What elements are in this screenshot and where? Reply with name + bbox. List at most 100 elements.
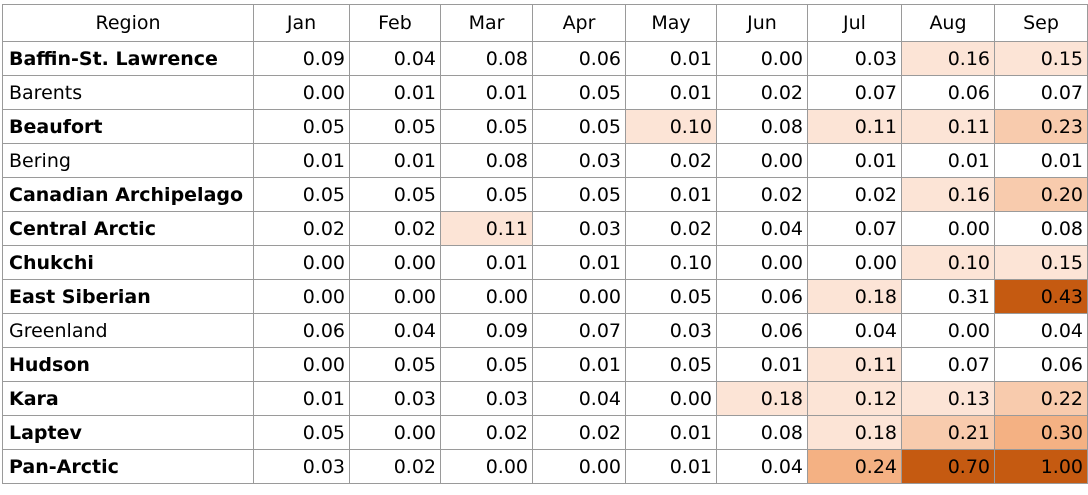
value-cell: 0.01 <box>532 347 626 382</box>
header-cell: Region <box>2 4 254 42</box>
table-row: Pan-Arctic 0.03 0.02 0.00 0.00 0.01 0.04 0.24 0.… <box>2 449 1088 484</box>
value-cell: 0.02 <box>716 75 808 110</box>
table-body: Baffin-St. Lawrence 0.09 0.04 0.08 0.06 0.01 0… <box>2 41 1088 484</box>
value-cell: 0.07 <box>901 347 995 382</box>
value-cell: 0.09 <box>440 313 533 348</box>
value-cell: 0.00 <box>349 279 441 314</box>
value-cell: 0.04 <box>994 313 1088 348</box>
value-cell: 1.00 <box>994 449 1088 484</box>
region-cell: Greenland <box>2 313 254 348</box>
value-cell: 0.01 <box>349 75 441 110</box>
value-cell: 0.04 <box>349 313 441 348</box>
value-cell: 0.00 <box>532 449 626 484</box>
header-cell: Jun <box>716 4 808 42</box>
value-cell: 0.00 <box>440 449 533 484</box>
header-cell: Aug <box>901 4 995 42</box>
value-cell: 0.00 <box>716 245 808 280</box>
region-cell: Chukchi <box>2 245 254 280</box>
header-cell: Sep <box>994 4 1088 42</box>
value-cell: 0.05 <box>253 177 350 212</box>
value-cell: 0.11 <box>901 109 995 144</box>
value-cell: 0.03 <box>625 313 717 348</box>
value-cell: 0.05 <box>532 75 626 110</box>
value-cell: 0.05 <box>440 109 533 144</box>
value-cell: 0.02 <box>532 415 626 450</box>
value-cell: 0.11 <box>440 211 533 246</box>
value-cell: 0.10 <box>901 245 995 280</box>
value-cell: 0.08 <box>440 143 533 178</box>
value-cell: 0.03 <box>532 143 626 178</box>
table-row: Chukchi 0.00 0.00 0.01 0.01 0.10 0.00 0.00 0.10 0… <box>2 245 1088 280</box>
value-cell: 0.15 <box>994 41 1088 76</box>
value-cell: 0.00 <box>440 279 533 314</box>
header-cell: May <box>625 4 717 42</box>
region-cell: Kara <box>2 381 254 416</box>
value-cell: 0.00 <box>901 313 995 348</box>
value-cell: 0.18 <box>716 381 808 416</box>
value-cell: 0.11 <box>807 347 902 382</box>
value-cell: 0.06 <box>716 279 808 314</box>
value-cell: 0.04 <box>349 41 441 76</box>
value-cell: 0.05 <box>440 177 533 212</box>
value-cell: 0.00 <box>807 245 902 280</box>
value-cell: 0.07 <box>994 75 1088 110</box>
region-cell: Pan-Arctic <box>2 449 254 484</box>
value-cell: 0.05 <box>532 109 626 144</box>
value-cell: 0.20 <box>994 177 1088 212</box>
value-cell: 0.04 <box>716 449 808 484</box>
region-cell: Bering <box>2 143 254 178</box>
region-cell: East Siberian <box>2 279 254 314</box>
value-cell: 0.02 <box>349 449 441 484</box>
value-cell: 0.03 <box>440 381 533 416</box>
value-cell: 0.01 <box>994 143 1088 178</box>
value-cell: 0.01 <box>625 449 717 484</box>
value-cell: 0.03 <box>349 381 441 416</box>
value-cell: 0.15 <box>994 245 1088 280</box>
value-cell: 0.02 <box>807 177 902 212</box>
value-cell: 0.04 <box>716 211 808 246</box>
value-cell: 0.00 <box>716 143 808 178</box>
value-cell: 0.00 <box>253 75 350 110</box>
table-row: Beaufort 0.05 0.05 0.05 0.05 0.10 0.08 0.11 0.11… <box>2 109 1088 144</box>
region-cell: Hudson <box>2 347 254 382</box>
value-cell: 0.18 <box>807 415 902 450</box>
value-cell: 0.01 <box>901 143 995 178</box>
value-cell: 0.01 <box>625 41 717 76</box>
value-cell: 0.02 <box>253 211 350 246</box>
value-cell: 0.06 <box>716 313 808 348</box>
value-cell: 0.02 <box>349 211 441 246</box>
value-cell: 0.02 <box>440 415 533 450</box>
table-row: Laptev 0.05 0.00 0.02 0.02 0.01 0.08 0.18 0.21 0.… <box>2 415 1088 450</box>
table-row: Hudson 0.00 0.05 0.05 0.01 0.05 0.01 0.11 0.07 0.… <box>2 347 1088 382</box>
value-cell: 0.05 <box>349 177 441 212</box>
region-cell: Central Arctic <box>2 211 254 246</box>
value-cell: 0.12 <box>807 381 902 416</box>
value-cell: 0.43 <box>994 279 1088 314</box>
value-cell: 0.05 <box>532 177 626 212</box>
table-row: Kara 0.01 0.03 0.03 0.04 0.00 0.18 0.12 0.13 0.22 <box>2 381 1088 416</box>
value-cell: 0.06 <box>532 41 626 76</box>
table-row: Canadian Archipelago 0.05 0.05 0.05 0.05 0.01… <box>2 177 1088 212</box>
value-cell: 0.01 <box>625 415 717 450</box>
value-cell: 0.01 <box>253 143 350 178</box>
value-cell: 0.01 <box>625 177 717 212</box>
value-cell: 0.01 <box>532 245 626 280</box>
value-cell: 0.00 <box>253 245 350 280</box>
region-cell: Canadian Archipelago <box>2 177 254 212</box>
region-cell: Laptev <box>2 415 254 450</box>
value-cell: 0.00 <box>716 41 808 76</box>
region-cell: Baffin-St. Lawrence <box>2 41 254 76</box>
value-cell: 0.16 <box>901 177 995 212</box>
value-cell: 0.00 <box>349 415 441 450</box>
value-cell: 0.07 <box>532 313 626 348</box>
value-cell: 0.03 <box>807 41 902 76</box>
value-cell: 0.00 <box>253 279 350 314</box>
value-cell: 0.10 <box>625 245 717 280</box>
value-cell: 0.08 <box>994 211 1088 246</box>
value-cell: 0.09 <box>253 41 350 76</box>
value-cell: 0.02 <box>625 211 717 246</box>
value-cell: 0.01 <box>440 245 533 280</box>
value-cell: 0.08 <box>440 41 533 76</box>
value-cell: 0.05 <box>349 347 441 382</box>
